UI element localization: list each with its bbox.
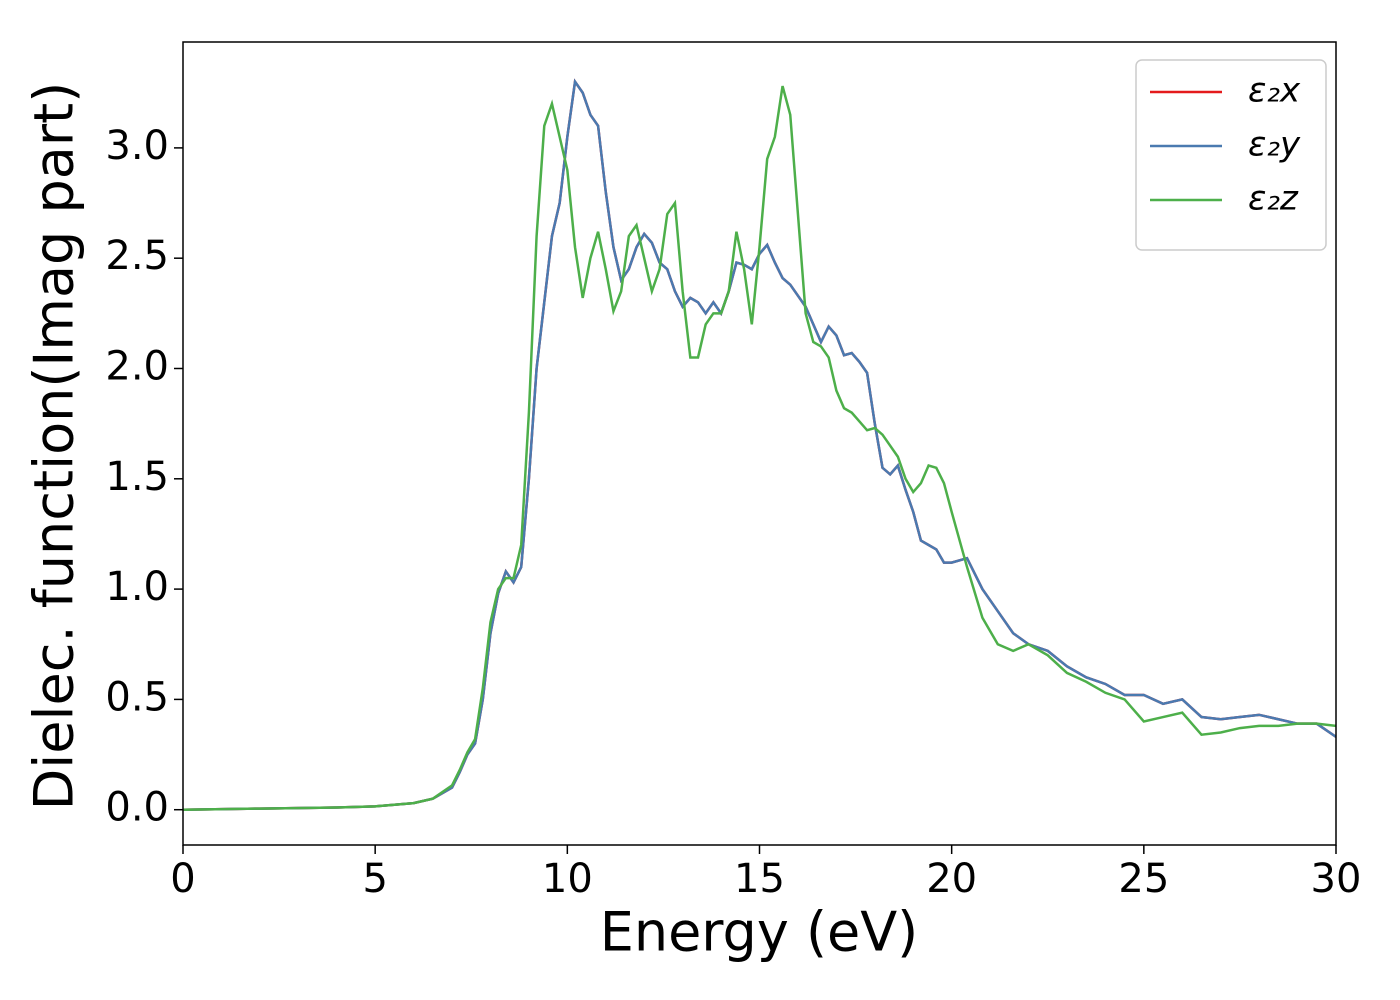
plot-frame xyxy=(182,41,1337,846)
x-tick-label: 15 xyxy=(734,856,785,902)
legend-label: ε₂x xyxy=(1248,71,1301,111)
x-tick-label: 30 xyxy=(1311,856,1362,902)
y-tick-label: 1.5 xyxy=(105,454,169,500)
legend-label: ε₂z xyxy=(1248,179,1299,219)
x-tick-label: 10 xyxy=(542,856,593,902)
x-tick-label: 20 xyxy=(926,856,977,902)
x-tick-label: 0 xyxy=(170,856,195,902)
y-tick-label: 1.0 xyxy=(105,564,169,610)
legend-label: ε₂y xyxy=(1248,125,1301,165)
y-tick-label: 2.0 xyxy=(105,343,169,389)
x-tick-label: 25 xyxy=(1118,856,1169,902)
y-tick-label: 0.0 xyxy=(105,785,169,831)
x-tick-label: 5 xyxy=(362,856,387,902)
y-tick-label: 2.5 xyxy=(105,233,169,279)
y-tick-label: 3.0 xyxy=(105,123,169,169)
x-axis-label: Energy (eV) xyxy=(600,901,919,964)
y-axis-label: Dielec. function(Imag part) xyxy=(23,82,86,811)
legend-box xyxy=(1135,59,1327,251)
series-line xyxy=(183,85,1336,811)
y-tick-label: 0.5 xyxy=(105,674,169,720)
